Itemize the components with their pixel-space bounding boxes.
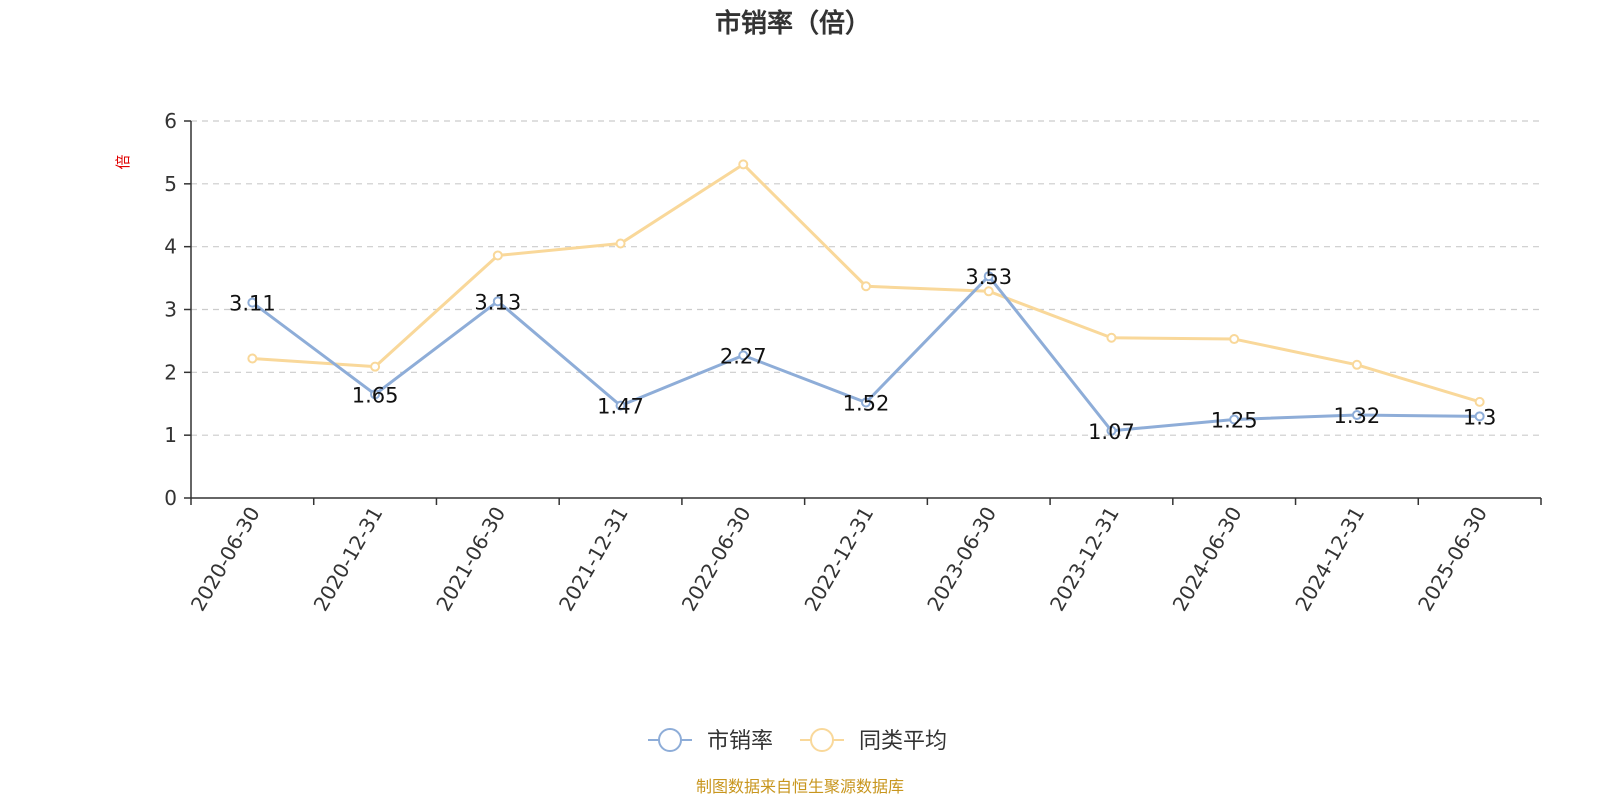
data-labels: 3.11 1.65 3.13 1.47 2.27 1.52 3.53 1.07 1.25 1.32…: [229, 265, 1496, 444]
legend-item-series-1[interactable]: 市销率: [648, 728, 773, 754]
data-label: 3.53: [965, 265, 1012, 289]
series-lines: [247, 159, 1485, 436]
data-label: 1.3: [1463, 405, 1496, 429]
y-tick-label: 3: [164, 298, 177, 322]
x-tick-label: 2024-12-31: [1290, 503, 1369, 616]
data-point-series-1: [861, 397, 871, 408]
x-tick-label: 2020-06-30: [186, 503, 265, 616]
data-label: 1.65: [352, 383, 399, 407]
data-label: 1.47: [597, 395, 644, 419]
x-tick-label: 2020-12-31: [309, 503, 388, 616]
data-label: 1.52: [843, 391, 890, 415]
legend-label-series-1: 市销率: [707, 729, 773, 754]
x-tick-label: 2022-06-30: [677, 503, 756, 616]
data-point-series-1: [615, 400, 626, 411]
y-axis-unit-label: 倍: [114, 154, 132, 169]
data-point-series-2: [370, 361, 381, 372]
data-point-series-1: [370, 389, 381, 400]
x-tick-label: 2021-06-30: [431, 503, 510, 616]
x-tick-label: 2023-06-30: [922, 503, 1001, 616]
data-label: 3.13: [474, 290, 521, 314]
data-point-series-1: [1229, 414, 1240, 425]
data-point-series-1: [1106, 425, 1117, 436]
y-tick-label: 4: [164, 235, 177, 259]
data-point-series-2: [1474, 396, 1485, 407]
data-point-series-2: [1351, 359, 1362, 370]
y-tick-label: 5: [164, 172, 177, 196]
data-label: 1.07: [1088, 420, 1135, 444]
data-point-series-2: [492, 250, 503, 261]
data-point-series-1: [492, 296, 503, 307]
legend: 市销率 同类平均: [648, 728, 947, 754]
data-label: 3.11: [229, 292, 276, 316]
data-point-series-2: [738, 159, 749, 170]
source-note: 制图数据来自恒生聚源数据库: [696, 777, 904, 796]
data-point-series-2: [247, 353, 258, 364]
data-point-series-1: [983, 271, 994, 282]
data-label: 2.27: [720, 344, 767, 368]
grid-lines: [191, 120, 1541, 436]
x-tick-label: 2025-06-30: [1413, 503, 1492, 616]
x-tick-label: 2021-12-31: [554, 503, 633, 616]
data-point-series-1: [1474, 411, 1485, 422]
y-tick-label: 0: [164, 486, 177, 510]
y-tick-label: 1: [164, 423, 177, 447]
y-tick-label: 6: [164, 109, 177, 133]
legend-item-series-2[interactable]: 同类平均: [800, 728, 947, 754]
data-point-series-2: [983, 286, 994, 297]
data-point-series-2: [861, 281, 871, 292]
chart-title: 市销率（倍）: [715, 8, 871, 39]
legend-swatch-marker: [658, 728, 682, 752]
x-tick-label: 2023-12-31: [1045, 503, 1124, 616]
axes: 0 1 2 3 4 5 6 2020-06-30 2020-12-31 2021-06-30 202…: [164, 109, 1542, 616]
x-tick-label: 2022-12-31: [799, 503, 878, 616]
data-point-series-2: [615, 238, 626, 249]
data-point-series-2: [1229, 334, 1240, 345]
data-point-series-1: [1351, 410, 1362, 421]
data-point-series-2: [1106, 332, 1117, 343]
legend-label-series-2: 同类平均: [859, 729, 947, 754]
x-tick-label: 2024-06-30: [1168, 503, 1247, 616]
data-label: 1.25: [1211, 408, 1258, 432]
legend-swatch-marker: [810, 728, 834, 752]
data-label: 1.32: [1334, 404, 1381, 428]
y-tick-label: 2: [164, 360, 177, 384]
data-point-series-1: [738, 350, 749, 361]
data-point-series-1: [247, 297, 258, 308]
